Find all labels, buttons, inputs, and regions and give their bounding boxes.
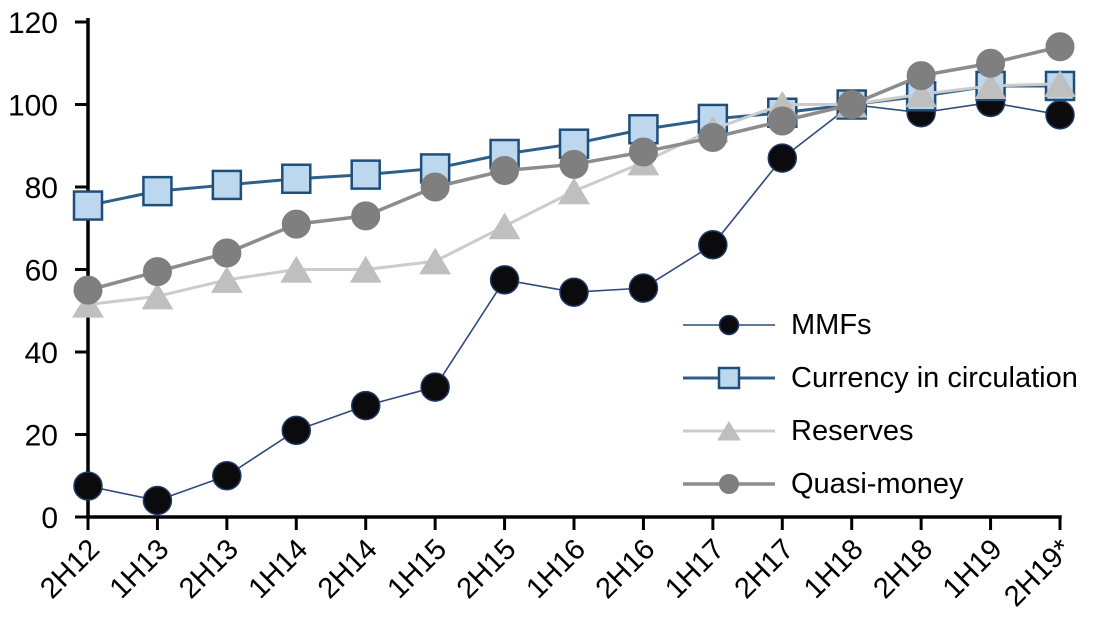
data-point-marker	[141, 282, 174, 310]
x-axis-tick-label: 2H17	[729, 533, 801, 605]
y-axis-tick-label: 100	[8, 90, 58, 123]
x-axis-tick-label: 1H18	[798, 533, 870, 605]
y-axis-tick-label: 20	[25, 420, 58, 453]
data-point-marker	[73, 275, 103, 305]
data-point-marker	[419, 247, 452, 275]
y-axis-tick-label: 80	[25, 172, 58, 205]
data-point-marker	[210, 266, 243, 293]
data-point-marker	[488, 212, 521, 240]
data-point-marker	[211, 169, 243, 201]
data-point-marker	[559, 277, 589, 307]
x-axis-tick-label: 2H16	[590, 533, 662, 605]
x-axis-tick-label: 1H14	[243, 533, 315, 605]
data-point-marker	[142, 257, 172, 287]
data-point-marker	[1044, 70, 1076, 97]
y-axis-tick-label: 60	[25, 255, 58, 288]
x-axis-tick-label: 2H18	[867, 533, 939, 605]
x-axis-tick-label: 2H13	[173, 533, 245, 605]
data-point-marker	[72, 190, 104, 221]
series-reserves	[72, 70, 1076, 318]
data-point-marker	[142, 175, 173, 207]
data-point-marker	[837, 90, 867, 119]
data-point-marker	[1045, 32, 1075, 62]
series-quasi-money	[73, 32, 1075, 305]
data-point-marker	[420, 372, 450, 402]
data-point-marker	[350, 390, 381, 421]
data-point-marker	[628, 273, 659, 303]
x-axis-tick-label: 1H19	[937, 533, 1009, 605]
data-point-marker	[280, 255, 313, 283]
data-point-marker	[698, 123, 728, 152]
x-axis-tick-label: 1H15	[381, 533, 453, 605]
data-point-marker	[974, 72, 1007, 100]
x-axis-tick-label: 1H16	[520, 533, 592, 605]
x-axis-tick-label: 2H15	[451, 533, 523, 605]
data-point-marker	[628, 137, 658, 167]
data-point-marker	[212, 461, 242, 491]
data-point-marker	[142, 485, 173, 516]
data-point-marker	[767, 106, 797, 136]
x-axis: 2H121H132H131H142H141H152H151H162H161H17…	[34, 517, 1078, 613]
x-axis-tick-label: 1H13	[104, 533, 176, 605]
data-point-marker	[281, 163, 312, 194]
data-point-marker	[420, 172, 450, 202]
data-point-marker	[906, 61, 936, 91]
x-axis-tick-label: 1H17	[659, 533, 731, 605]
data-point-marker	[767, 143, 798, 173]
data-point-marker	[212, 238, 242, 268]
data-point-marker	[350, 159, 381, 190]
x-axis-tick-label: 2H12	[34, 533, 106, 605]
y-axis-tick-label: 40	[25, 337, 58, 370]
data-point-marker	[490, 156, 520, 185]
data-point-marker	[558, 177, 590, 205]
data-point-marker	[349, 255, 382, 283]
data-point-marker	[1045, 100, 1075, 130]
y-axis: 0 20 40 60 80 100 120	[8, 7, 88, 535]
data-point-marker	[281, 415, 312, 446]
y-axis-tick-label: 0	[41, 502, 58, 535]
data-point-marker	[281, 209, 311, 239]
x-axis-tick-label: 2H19*	[998, 533, 1078, 613]
data-point-marker	[905, 80, 938, 108]
data-point-marker	[559, 149, 589, 179]
data-point-marker	[73, 471, 103, 501]
data-point-marker	[489, 265, 520, 295]
x-axis-tick-label: 2H14	[312, 533, 384, 605]
series-mmfs	[73, 87, 1075, 516]
data-point-marker	[698, 230, 728, 260]
y-axis-tick-label: 120	[8, 7, 58, 40]
data-point-marker	[351, 201, 381, 231]
data-point-marker	[976, 48, 1006, 78]
